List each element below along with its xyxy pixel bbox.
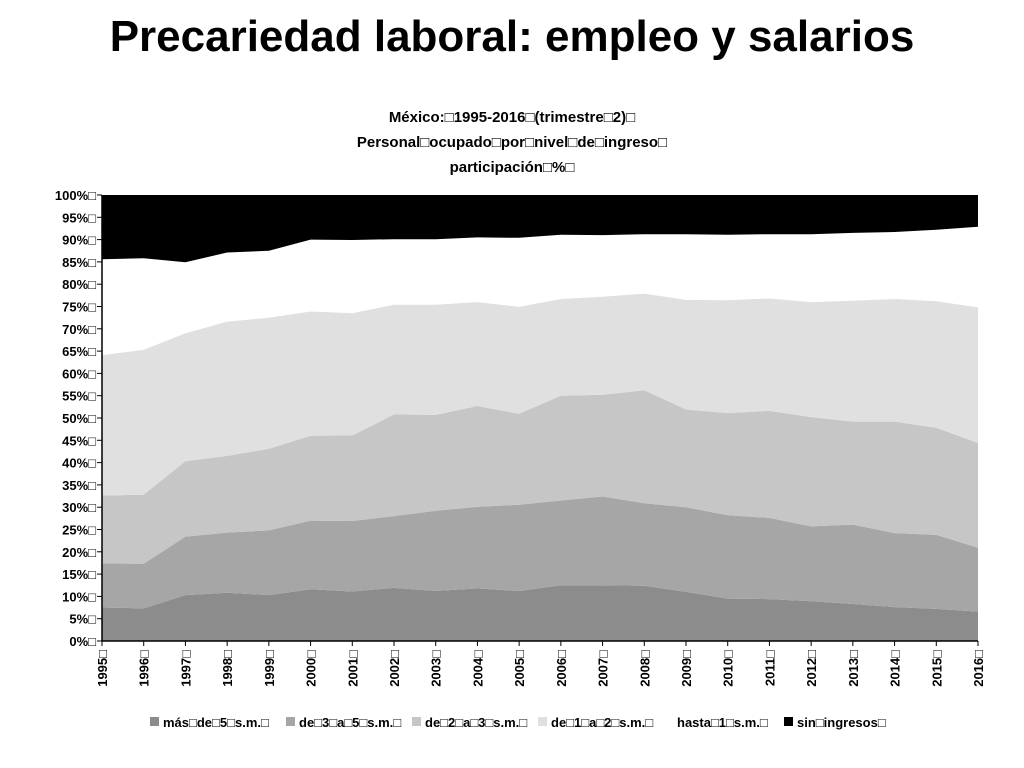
y-tick-label: 95%□ — [62, 210, 96, 225]
x-tick-label: 2007□ — [596, 650, 611, 687]
y-axis-tick-labels: 0%□ 5%□ 10%□ 15%□ 20%□ 25%□ 30%□ 35%□ 40%□ 45%□ 50… — [55, 188, 96, 649]
x-tick-label: 2016□ — [971, 650, 986, 687]
y-tick-label: 15%□ — [62, 567, 96, 582]
y-tick-label: 10%□ — [62, 589, 96, 604]
x-tick-label: 1995□ — [95, 650, 110, 687]
slide-title: Precariedad laboral: empleo y salarios — [109, 12, 915, 61]
y-tick-label: 70%□ — [62, 322, 96, 337]
legend-label: hasta□1□s.m.□ — [677, 715, 768, 730]
chart-title-line: participación□%□ — [450, 159, 575, 176]
y-tick-label: 30%□ — [62, 500, 96, 515]
legend-swatch — [286, 717, 295, 726]
y-tick-label: 25%□ — [62, 523, 96, 538]
legend-swatch — [784, 717, 793, 726]
legend-swatch — [150, 717, 159, 726]
legend-label: de□3□a□5□s.m.□ — [299, 715, 401, 730]
x-tick-label: 2006□ — [554, 650, 569, 687]
y-tick-label: 75%□ — [62, 300, 96, 315]
legend-label: sin□ingresos□ — [797, 715, 886, 730]
y-tick-label: 85%□ — [62, 255, 96, 270]
x-tick-label: 2009□ — [679, 650, 694, 687]
area-series-group — [101, 195, 979, 641]
legend-item: hasta□1□s.m.□ — [664, 715, 768, 730]
x-tick-label: 1997□ — [178, 650, 193, 687]
y-tick-label: 5%□ — [69, 612, 96, 627]
y-tick-label: 35%□ — [62, 478, 96, 493]
x-tick-label: 2003□ — [429, 650, 444, 687]
x-tick-label: 1999□ — [262, 650, 277, 687]
y-tick-label: 65%□ — [62, 344, 96, 359]
legend: más□de□5□s.m.□ de□3□a□5□s.m.□ de□2□a□3□s.m… — [150, 715, 886, 730]
y-tick-label: 90%□ — [62, 233, 96, 248]
area-series — [102, 195, 978, 263]
y-tick-label: 100%□ — [55, 188, 96, 203]
legend-label: de□2□a□3□s.m.□ — [425, 715, 527, 730]
x-tick-label: 2014□ — [888, 650, 903, 687]
legend-item: más□de□5□s.m.□ — [150, 715, 269, 730]
area-series — [102, 390, 978, 564]
y-tick-label: 20%□ — [62, 545, 96, 560]
area-series — [102, 496, 978, 612]
x-tick-label: 2004□ — [470, 650, 485, 687]
x-tick-label: 2008□ — [637, 650, 652, 687]
x-tick-label: 2011□ — [762, 650, 777, 686]
y-tick-label: 40%□ — [62, 456, 96, 471]
y-tick-label: 55%□ — [62, 389, 96, 404]
y-tick-label: 50%□ — [62, 411, 96, 426]
x-tick-label: 2010□ — [721, 650, 736, 687]
legend-item: de□2□a□3□s.m.□ — [412, 715, 527, 730]
x-tick-label: 2013□ — [846, 650, 861, 687]
x-tick-label: 2015□ — [929, 650, 944, 687]
x-tick-label: 2012□ — [804, 650, 819, 687]
y-tick-label: 0%□ — [69, 634, 96, 649]
legend-swatch — [412, 717, 421, 726]
area-series — [102, 585, 978, 641]
legend-item: sin□ingresos□ — [784, 715, 886, 730]
chart-title: México:□1995-2016□(trimestre□2)□ Personal… — [357, 109, 667, 176]
legend-swatch — [664, 717, 673, 726]
x-tick-label: 2005□ — [512, 650, 527, 687]
y-tick-label: 80%□ — [62, 277, 96, 292]
chart-title-line: Personal□ocupado□por□nivel□de□ingreso□ — [357, 134, 667, 151]
chart-title-line: México:□1995-2016□(trimestre□2)□ — [389, 109, 635, 126]
legend-label: de□1□a□2□s.m.□ — [551, 715, 653, 730]
x-tick-label: 1996□ — [137, 650, 152, 687]
x-tick-label: 2002□ — [387, 650, 402, 687]
legend-item: de□1□a□2□s.m.□ — [538, 715, 653, 730]
axes — [97, 194, 979, 646]
x-tick-label: 2000□ — [304, 650, 319, 687]
legend-label: más□de□5□s.m.□ — [163, 715, 269, 730]
x-axis-tick-labels: 1995□ 1996□ 1997□ 1998□ 1999□ 2000□ 2001□ 2002□… — [95, 650, 986, 687]
y-tick-label: 60%□ — [62, 366, 96, 381]
x-tick-label: 2001□ — [345, 650, 360, 687]
x-tick-label: 1998□ — [220, 650, 235, 687]
area-series — [102, 293, 978, 496]
legend-swatch — [538, 717, 547, 726]
legend-item: de□3□a□5□s.m.□ — [286, 715, 401, 730]
y-tick-label: 45%□ — [62, 433, 96, 448]
